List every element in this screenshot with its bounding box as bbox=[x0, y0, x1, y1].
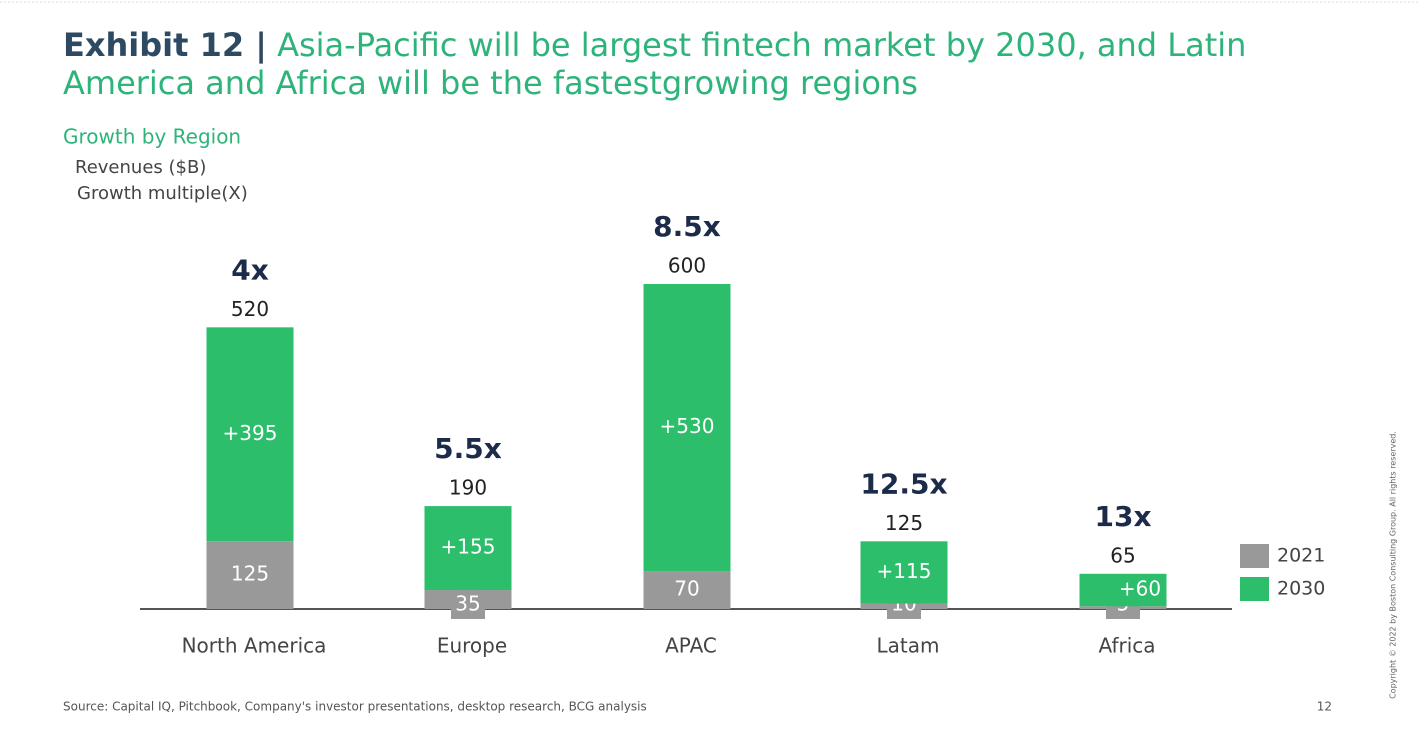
x-tick-label: APAC bbox=[665, 634, 717, 658]
value-label-box bbox=[451, 589, 485, 619]
multiple-label: Growth multiple(X) bbox=[77, 183, 248, 204]
bar-segment bbox=[206, 327, 294, 542]
bar-segment bbox=[643, 571, 731, 609]
title-prefix: Exhibit 12 | bbox=[63, 26, 267, 64]
growth-multiple: 4x bbox=[231, 253, 269, 286]
value-label: 125 bbox=[231, 562, 269, 586]
legend-swatch bbox=[1240, 577, 1269, 601]
value-label: +530 bbox=[660, 414, 715, 438]
x-tick-label: Latam bbox=[877, 634, 940, 658]
bar-segment bbox=[206, 541, 294, 609]
bar-segment bbox=[860, 541, 948, 604]
title-text: Asia-Pacific will be largest fintech mar… bbox=[63, 26, 1247, 102]
growth-multiple: 13x bbox=[1094, 500, 1151, 533]
value-label: 35 bbox=[455, 592, 480, 616]
title: Exhibit 12 | Asia-Pacific will be larges… bbox=[63, 26, 1283, 102]
unit-label: Revenues ($B) bbox=[75, 157, 206, 178]
growth-multiple: 12.5x bbox=[860, 467, 947, 500]
total-label: 600 bbox=[668, 254, 706, 278]
growth-multiple: 8.5x bbox=[653, 210, 721, 243]
legend-swatch bbox=[1240, 544, 1269, 568]
total-label: 520 bbox=[231, 297, 269, 321]
x-tick-label: Africa bbox=[1098, 634, 1155, 658]
value-label: 70 bbox=[674, 577, 699, 601]
subtitle: Growth by Region bbox=[63, 125, 241, 149]
value-label: +155 bbox=[441, 535, 496, 559]
page-number: 12 bbox=[1317, 700, 1332, 714]
total-label: 125 bbox=[885, 511, 923, 535]
value-label: +395 bbox=[223, 421, 278, 445]
legend-label: 2030 bbox=[1277, 578, 1325, 600]
legend-label: 2021 bbox=[1277, 545, 1325, 567]
value-label: +115 bbox=[877, 559, 932, 583]
total-label: 190 bbox=[449, 476, 487, 500]
source: Source: Capital IQ, Pitchbook, Company's… bbox=[63, 700, 647, 714]
x-tick-label: Europe bbox=[437, 634, 507, 658]
value-label: +60 bbox=[1119, 577, 1161, 601]
bar-segment bbox=[424, 506, 512, 591]
bar-segment bbox=[1079, 573, 1167, 607]
copyright: Copyright © 2022 by Boston Consulting Gr… bbox=[1389, 431, 1398, 699]
bar-segment bbox=[643, 284, 731, 572]
total-label: 65 bbox=[1110, 543, 1135, 567]
x-tick-label: North America bbox=[182, 634, 327, 658]
growth-multiple: 5.5x bbox=[434, 432, 502, 465]
